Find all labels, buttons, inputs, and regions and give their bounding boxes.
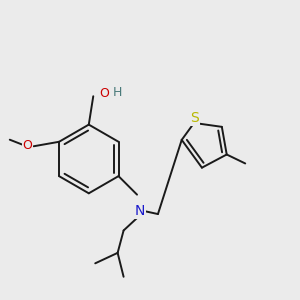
- Text: N: N: [135, 204, 145, 218]
- Text: H: H: [112, 86, 122, 99]
- Text: O: O: [100, 87, 110, 101]
- Text: O: O: [22, 139, 32, 152]
- Text: S: S: [190, 111, 199, 125]
